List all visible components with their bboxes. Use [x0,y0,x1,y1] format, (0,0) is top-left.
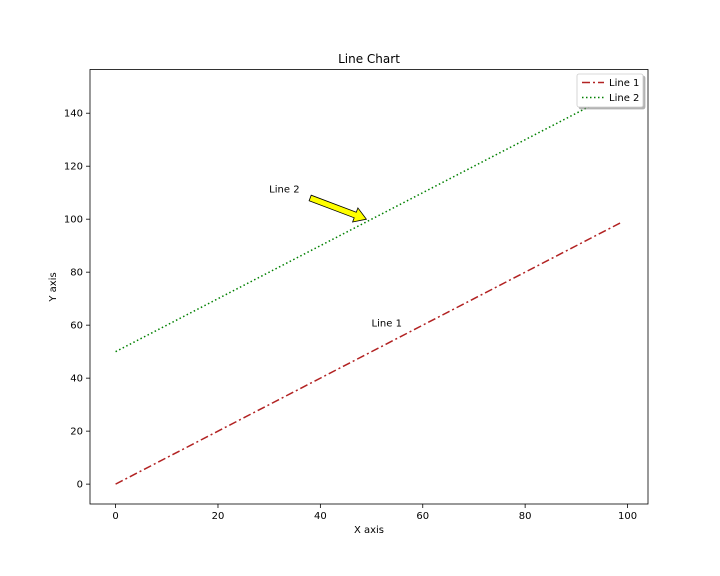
y-tick-label: 120 [64,162,83,173]
annotation-label-1: Line 2 [269,185,299,196]
legend-label-2: Line 2 [609,93,639,104]
x-tick-label: 0 [112,511,118,522]
y-tick-label: 100 [64,215,83,226]
series-line-1 [115,221,623,485]
y-tick-label: 60 [70,321,83,332]
x-axis-label: X axis [354,525,384,536]
legend-label-1: Line 1 [609,78,639,89]
annotation-arrow [308,194,368,223]
y-tick-label: 0 [77,480,83,491]
x-tick-label: 40 [314,511,327,522]
y-tick-label: 40 [70,374,83,385]
x-tick-label: 60 [416,511,429,522]
y-tick-label: 80 [70,268,83,279]
x-tick-label: 20 [212,511,225,522]
y-axis-label: Y axis [48,272,59,302]
plot-area: Line 2 Line 1 [115,88,623,485]
y-tick-label: 20 [70,427,83,438]
series-line-2 [115,88,623,353]
y-tick-label: 140 [64,109,83,120]
annotation-label-2: Line 1 [372,318,402,329]
chart-title: Line Chart [338,52,400,66]
axes-frame [89,69,649,505]
legend: Line 1 Line 2 [576,73,644,108]
x-tick-label: 80 [519,511,532,522]
x-tick-label: 100 [618,511,637,522]
